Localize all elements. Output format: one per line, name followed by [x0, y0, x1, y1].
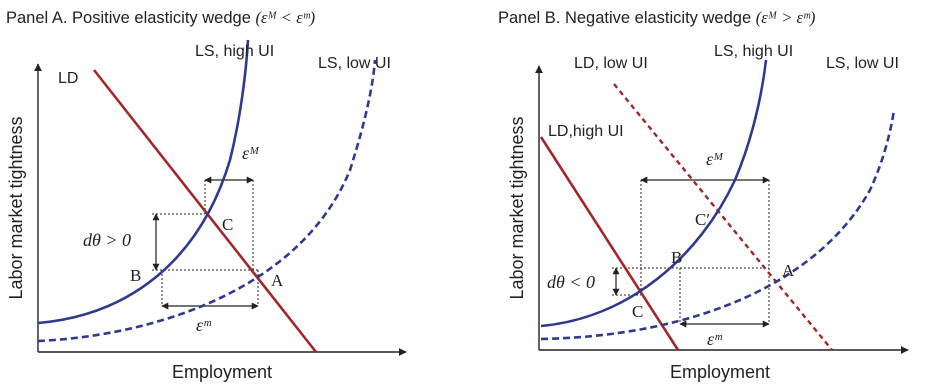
panel-b-eps-macro-label: εᴹ	[706, 149, 724, 169]
panel-b-point-c-prime: C′	[695, 210, 710, 229]
panel-a-ls-high-curve	[37, 39, 250, 325]
panel-a-ls-high-label: LS, high UI	[195, 43, 274, 60]
panel-a-eps-macro-label: εᴹ	[242, 143, 260, 163]
panel-b-point-b: B	[671, 248, 682, 267]
panel-a-ls-low-curve	[37, 59, 377, 343]
panel-b-ld-high-label: LD,high UI	[548, 123, 624, 140]
panel-a-y-label: Labor market tightness	[6, 116, 26, 299]
panel-b-ld-low-label: LD, low UI	[574, 55, 648, 72]
panel-a-point-b: B	[130, 266, 141, 285]
panel-a-ld-curve	[92, 69, 318, 353]
panel-a-title: Panel A. Positive elasticity wedge (εᴹ <…	[6, 8, 315, 27]
panel-b-x-label: Employment	[670, 362, 770, 382]
panel-b-title: Panel B. Negative elasticity wedge (εᴹ >…	[498, 8, 815, 27]
panel-b-eps-micro-label: εᵐ	[707, 329, 723, 349]
panel-a-x-label: Employment	[172, 362, 272, 382]
panel-b-point-a: A	[782, 261, 795, 280]
panel-a-ld-label: LD	[58, 70, 78, 87]
panel-b-ld-high-curve	[539, 136, 680, 351]
panel-b: Panel B. Negative elasticity wedge (εᴹ >…	[498, 8, 909, 382]
panel-a-ls-low-label: LS, low UI	[318, 55, 391, 72]
panel-a-point-a: A	[271, 271, 284, 290]
panel-b-y-label: Labor market tightness	[507, 116, 527, 299]
panel-b-ls-high-curve	[540, 59, 768, 328]
panel-a-eps-micro-label: εᵐ	[196, 315, 212, 335]
panel-b-point-c: C	[632, 302, 643, 321]
panel-a: Panel A. Positive elasticity wedge (εᴹ <…	[6, 8, 407, 382]
panel-b-ls-low-label: LS, low UI	[826, 55, 899, 72]
panel-b-dtheta-label: dθ < 0	[547, 272, 595, 292]
panel-b-ld-low-curve	[613, 83, 833, 351]
panel-b-ls-high-label: LS, high UI	[714, 43, 793, 60]
panel-a-point-c: C	[222, 215, 233, 234]
panel-b-ls-low-curve	[540, 109, 896, 341]
panel-a-dtheta-label: dθ > 0	[83, 230, 131, 250]
